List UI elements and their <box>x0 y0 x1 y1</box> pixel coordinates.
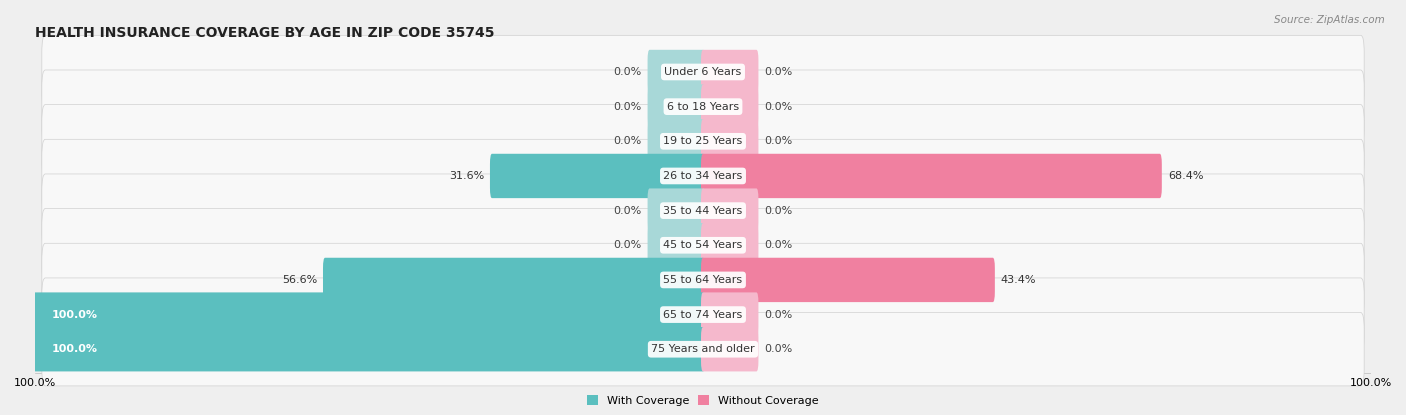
Text: 0.0%: 0.0% <box>765 102 793 112</box>
FancyBboxPatch shape <box>702 50 758 94</box>
Text: 0.0%: 0.0% <box>613 102 641 112</box>
Text: 0.0%: 0.0% <box>765 136 793 146</box>
Text: 75 Years and older: 75 Years and older <box>651 344 755 354</box>
Text: 0.0%: 0.0% <box>765 344 793 354</box>
FancyBboxPatch shape <box>702 258 995 302</box>
FancyBboxPatch shape <box>42 278 1364 351</box>
Legend: With Coverage, Without Coverage: With Coverage, Without Coverage <box>582 391 824 410</box>
Text: 0.0%: 0.0% <box>613 136 641 146</box>
FancyBboxPatch shape <box>42 209 1364 282</box>
FancyBboxPatch shape <box>648 119 704 164</box>
Text: Under 6 Years: Under 6 Years <box>665 67 741 77</box>
FancyBboxPatch shape <box>42 243 1364 317</box>
Text: 43.4%: 43.4% <box>1001 275 1036 285</box>
FancyBboxPatch shape <box>34 327 704 371</box>
FancyBboxPatch shape <box>648 223 704 267</box>
FancyBboxPatch shape <box>42 70 1364 143</box>
Text: 19 to 25 Years: 19 to 25 Years <box>664 136 742 146</box>
Text: Source: ZipAtlas.com: Source: ZipAtlas.com <box>1274 15 1385 24</box>
Text: 45 to 54 Years: 45 to 54 Years <box>664 240 742 250</box>
Text: 100.0%: 100.0% <box>52 344 98 354</box>
FancyBboxPatch shape <box>42 174 1364 247</box>
FancyBboxPatch shape <box>702 85 758 129</box>
FancyBboxPatch shape <box>702 223 758 267</box>
Text: HEALTH INSURANCE COVERAGE BY AGE IN ZIP CODE 35745: HEALTH INSURANCE COVERAGE BY AGE IN ZIP … <box>35 26 495 39</box>
FancyBboxPatch shape <box>323 258 704 302</box>
Text: 0.0%: 0.0% <box>765 67 793 77</box>
FancyBboxPatch shape <box>489 154 704 198</box>
Text: 0.0%: 0.0% <box>765 205 793 216</box>
Text: 26 to 34 Years: 26 to 34 Years <box>664 171 742 181</box>
FancyBboxPatch shape <box>702 188 758 233</box>
Text: 6 to 18 Years: 6 to 18 Years <box>666 102 740 112</box>
Text: 0.0%: 0.0% <box>613 240 641 250</box>
Text: 0.0%: 0.0% <box>765 240 793 250</box>
Text: 35 to 44 Years: 35 to 44 Years <box>664 205 742 216</box>
FancyBboxPatch shape <box>702 327 758 371</box>
FancyBboxPatch shape <box>702 154 1161 198</box>
FancyBboxPatch shape <box>42 35 1364 109</box>
FancyBboxPatch shape <box>702 119 758 164</box>
Text: 100.0%: 100.0% <box>52 310 98 320</box>
Text: 68.4%: 68.4% <box>1168 171 1204 181</box>
FancyBboxPatch shape <box>42 105 1364 178</box>
FancyBboxPatch shape <box>648 85 704 129</box>
FancyBboxPatch shape <box>42 139 1364 212</box>
Text: 55 to 64 Years: 55 to 64 Years <box>664 275 742 285</box>
Text: 0.0%: 0.0% <box>613 205 641 216</box>
Text: 0.0%: 0.0% <box>765 310 793 320</box>
FancyBboxPatch shape <box>648 188 704 233</box>
FancyBboxPatch shape <box>702 293 758 337</box>
FancyBboxPatch shape <box>648 50 704 94</box>
Text: 31.6%: 31.6% <box>449 171 484 181</box>
Text: 56.6%: 56.6% <box>281 275 316 285</box>
Text: 65 to 74 Years: 65 to 74 Years <box>664 310 742 320</box>
Text: 0.0%: 0.0% <box>613 67 641 77</box>
FancyBboxPatch shape <box>34 293 704 337</box>
FancyBboxPatch shape <box>42 312 1364 386</box>
